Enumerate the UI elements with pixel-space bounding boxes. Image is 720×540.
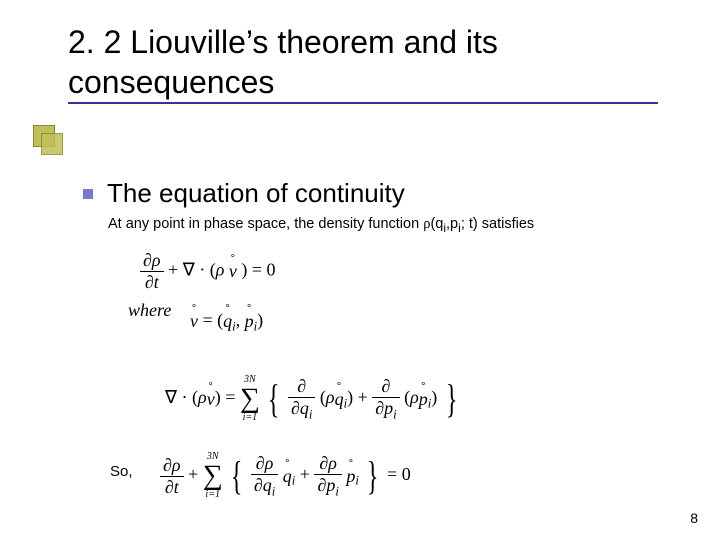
title-accent-icon <box>33 125 63 155</box>
equation-divergence: ∇ · (ρ∘v) = 3N∑i=1 { ∂ ∂qi (ρ∘qi) + ∂ ∂p… <box>165 375 461 423</box>
accent-square-2 <box>41 133 63 155</box>
equation-final: ∂ρ ∂t + 3N∑i=1 { ∂ρ ∂qi ∘qi + ∂ρ ∂pi ∘pi… <box>160 452 411 500</box>
subtext-d: ; t) satisfies <box>461 216 534 232</box>
equation-where-label: where <box>128 300 171 321</box>
subtext-a: At any point in phase space, the density… <box>108 216 423 232</box>
bullet-icon <box>83 189 93 199</box>
bullet-subtext: At any point in phase space, the density… <box>108 216 534 235</box>
bullet-heading: The equation of continuity <box>107 178 405 209</box>
page-number: 8 <box>690 510 698 526</box>
equation-velocity: ∘v = (∘qi, ∘pi) <box>190 310 263 335</box>
equation-continuity: ∂ρ ∂t + ∇ · (ρ ∘v ) = 0 <box>140 250 276 293</box>
bullet-row: The equation of continuity <box>83 178 405 209</box>
slide: 2. 2 Liouville’s theorem and its consequ… <box>0 0 720 540</box>
subtext-c: ,p <box>446 216 458 232</box>
slide-title: 2. 2 Liouville’s theorem and its consequ… <box>68 22 658 104</box>
equation-so-label: So, <box>110 463 133 480</box>
subtext-b: (q <box>430 216 443 232</box>
